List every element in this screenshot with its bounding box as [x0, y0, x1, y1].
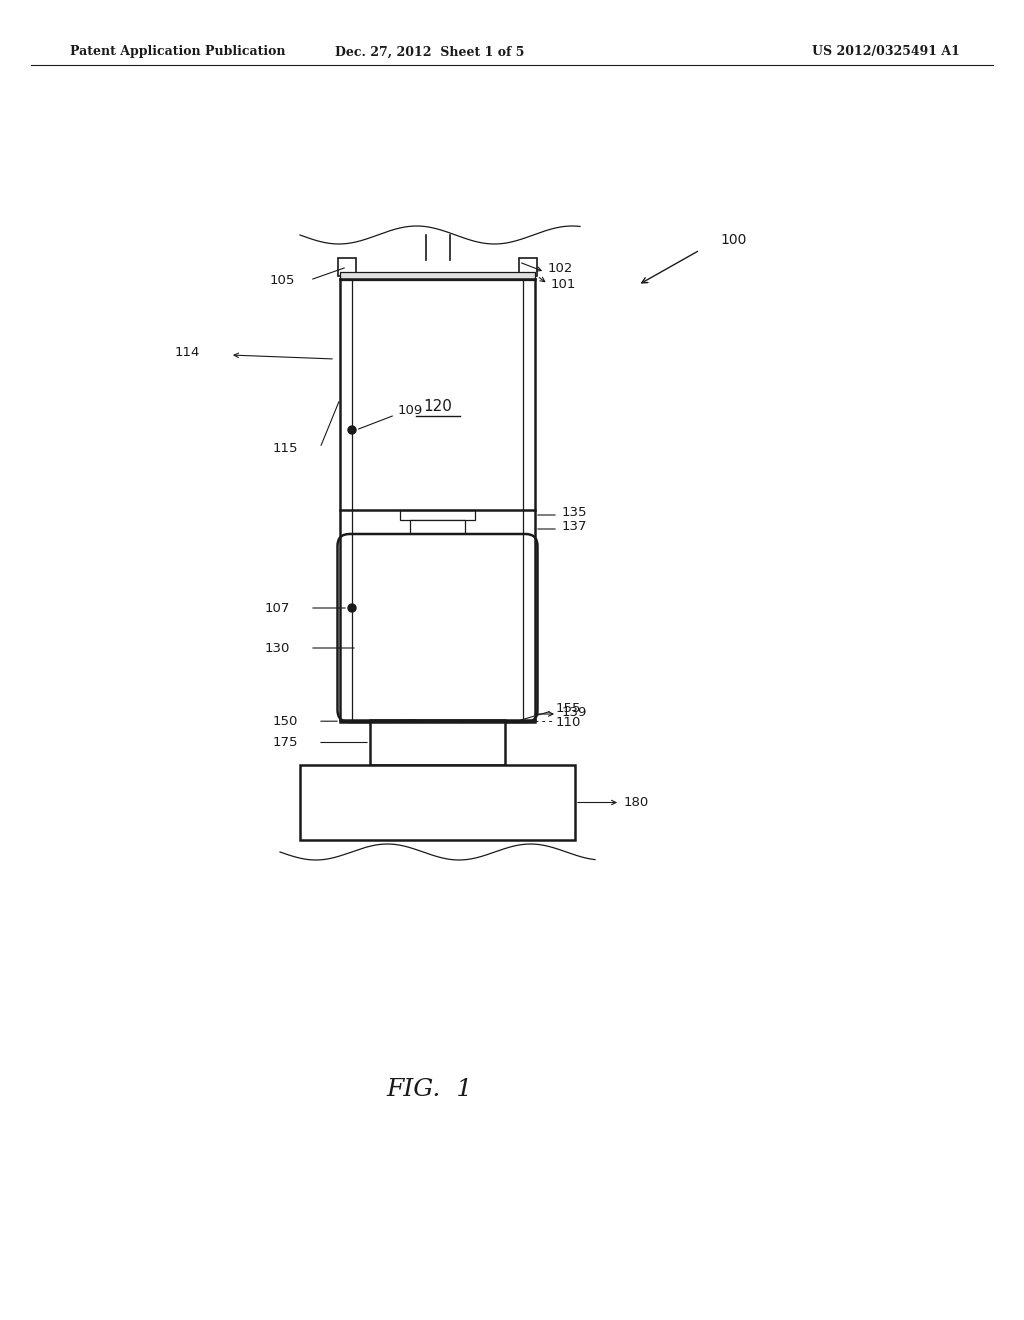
Text: 100: 100 — [720, 234, 746, 247]
Bar — [300, 766, 575, 840]
Text: 102: 102 — [548, 261, 573, 275]
Text: 110: 110 — [556, 717, 582, 729]
Text: 175: 175 — [272, 737, 298, 748]
Text: 137: 137 — [562, 520, 588, 533]
Text: 130: 130 — [264, 642, 290, 655]
Text: 109: 109 — [398, 404, 423, 417]
Text: US 2012/0325491 A1: US 2012/0325491 A1 — [812, 45, 961, 58]
Text: 107: 107 — [264, 602, 290, 615]
Text: 114: 114 — [175, 346, 200, 359]
Text: 180: 180 — [624, 796, 649, 809]
Bar — [338, 257, 356, 276]
Bar — [370, 719, 505, 766]
FancyBboxPatch shape — [338, 535, 538, 722]
Text: 115: 115 — [272, 441, 298, 454]
Text: 155: 155 — [556, 702, 582, 715]
Text: Patent Application Publication: Patent Application Publication — [70, 45, 286, 58]
Text: FIG.  1: FIG. 1 — [387, 1078, 473, 1101]
Text: 105: 105 — [269, 273, 295, 286]
Bar — [410, 520, 465, 539]
Text: 150: 150 — [272, 714, 298, 727]
Circle shape — [348, 605, 356, 612]
Bar — [519, 257, 537, 276]
Text: 139: 139 — [562, 705, 588, 718]
Bar — [340, 272, 535, 280]
Circle shape — [348, 426, 356, 434]
Text: 101: 101 — [551, 277, 577, 290]
Text: 120: 120 — [423, 399, 452, 413]
Bar — [400, 510, 475, 520]
Text: 135: 135 — [562, 507, 588, 520]
Text: Dec. 27, 2012  Sheet 1 of 5: Dec. 27, 2012 Sheet 1 of 5 — [335, 45, 524, 58]
